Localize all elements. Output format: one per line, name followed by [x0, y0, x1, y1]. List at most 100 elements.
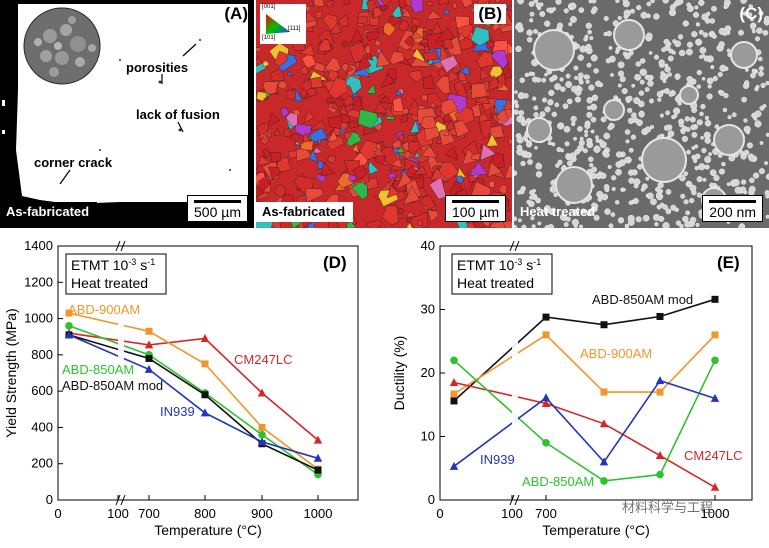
- precipitate-small: [755, 37, 760, 42]
- precipitate-small: [724, 4, 729, 9]
- precipitate-small: [732, 113, 736, 117]
- precipitate-small: [647, 81, 653, 87]
- precipitate-small: [610, 73, 613, 76]
- grain: [480, 69, 489, 80]
- precipitate-large: [614, 20, 644, 50]
- precipitate-small: [649, 51, 652, 54]
- precipitate-small: [554, 83, 560, 89]
- point-abd900am: [259, 424, 266, 431]
- panel-a-state-label: As-fabricated: [0, 202, 97, 222]
- precipitate-small: [632, 84, 635, 87]
- precipitate-small: [631, 113, 636, 118]
- precipitate-small: [641, 188, 645, 192]
- grain: [374, 102, 387, 113]
- panel-a-label: (A): [224, 4, 248, 24]
- precipitate-small: [640, 69, 647, 76]
- precipitate-small: [711, 6, 716, 11]
- precipitate-small: [636, 217, 642, 223]
- precipitate-small: [579, 8, 584, 13]
- precipitate-small: [552, 112, 557, 117]
- panel-b-ebsd-map: [001] [111] [101] (B) As-fabricated 100 …: [256, 0, 512, 228]
- panel-b-state-label: As-fabricated: [256, 202, 353, 222]
- precipitate-small: [698, 0, 704, 6]
- precipitate-small: [641, 12, 648, 19]
- chart-d-label-cm247lc: CM247LC: [234, 352, 293, 367]
- grain: [349, 120, 360, 129]
- precipitate-small: [756, 85, 759, 88]
- precipitate-small: [615, 50, 619, 54]
- grain: [339, 15, 349, 27]
- ipf-111: [111]: [288, 26, 300, 32]
- precipitate-small: [645, 87, 649, 91]
- x-tick-label: 700: [535, 506, 557, 521]
- precipitate-small: [579, 225, 582, 228]
- precipitate-small: [586, 80, 590, 84]
- chart-d-y-label: Yield Strength (MPa): [3, 308, 19, 437]
- precipitate-small: [584, 37, 588, 41]
- precipitate-small: [746, 131, 749, 134]
- precipitate-small: [555, 103, 559, 107]
- precipitate-small: [649, 99, 653, 103]
- precipitate-small: [525, 73, 529, 77]
- precipitate-small: [544, 73, 547, 76]
- annotation-porosities: porosities: [126, 60, 188, 75]
- precipitate-small: [766, 81, 769, 85]
- precipitate-small: [600, 173, 606, 179]
- precipitate-small: [519, 110, 524, 115]
- panel-a-scale-text: 500 µm: [194, 204, 241, 220]
- precipitate-small: [534, 0, 538, 3]
- precipitate-small: [697, 176, 703, 182]
- precipitate-small: [701, 136, 704, 139]
- precipitate-small: [650, 199, 656, 205]
- precipitate-small: [625, 224, 629, 228]
- precipitate-small: [653, 214, 659, 220]
- precipitate-small: [567, 99, 572, 104]
- panel-a-scale-bar: 500 µm: [187, 195, 248, 222]
- precipitate-small: [686, 150, 690, 154]
- precipitate-small: [694, 145, 698, 149]
- precipitate-small: [755, 121, 762, 128]
- precipitate-small: [533, 29, 537, 33]
- x-tick-label: 100: [107, 506, 129, 521]
- precipitate-small: [628, 118, 634, 124]
- grain: [382, 206, 399, 225]
- precipitate-small: [560, 78, 564, 82]
- precipitate-small: [578, 77, 582, 81]
- grain: [407, 211, 416, 217]
- precipitate-small: [618, 217, 624, 223]
- precipitate-small: [605, 209, 611, 215]
- precipitate-small: [591, 117, 596, 122]
- grain: [274, 128, 281, 136]
- precipitate-small: [719, 28, 726, 35]
- precipitate-small: [598, 197, 602, 201]
- precipitate-small: [684, 172, 688, 176]
- precipitate-small: [686, 49, 692, 55]
- precipitate-small: [529, 72, 533, 76]
- precipitate-small: [697, 70, 702, 75]
- grain: [313, 147, 322, 153]
- precipitate-small: [519, 189, 524, 194]
- point-in939: [542, 393, 550, 401]
- chart-e-label-cm247lc: CM247LC: [684, 448, 743, 463]
- grain: [367, 84, 376, 93]
- precipitate-small: [611, 213, 615, 217]
- precipitate-small: [665, 111, 669, 115]
- y-tick-label: 40: [421, 238, 435, 253]
- grain: [344, 0, 350, 4]
- precipitate-small: [645, 127, 651, 133]
- precipitate-small: [683, 21, 689, 27]
- precipitate-small: [592, 7, 597, 12]
- precipitate-small: [595, 136, 598, 139]
- precipitate-small: [657, 91, 663, 97]
- precipitate-small: [615, 200, 619, 204]
- precipitate-small: [674, 114, 677, 117]
- chart-d-label-abd900am: ABD-900AM: [68, 302, 140, 317]
- precipitate-small: [640, 80, 644, 84]
- chart-e-y-label: Ductility (%): [391, 336, 407, 411]
- precipitate-small: [623, 52, 627, 56]
- point-abd900am: [657, 389, 664, 396]
- y-tick-label: 1400: [24, 238, 53, 253]
- precipitate-small: [632, 170, 638, 176]
- precipitate-small: [665, 66, 671, 72]
